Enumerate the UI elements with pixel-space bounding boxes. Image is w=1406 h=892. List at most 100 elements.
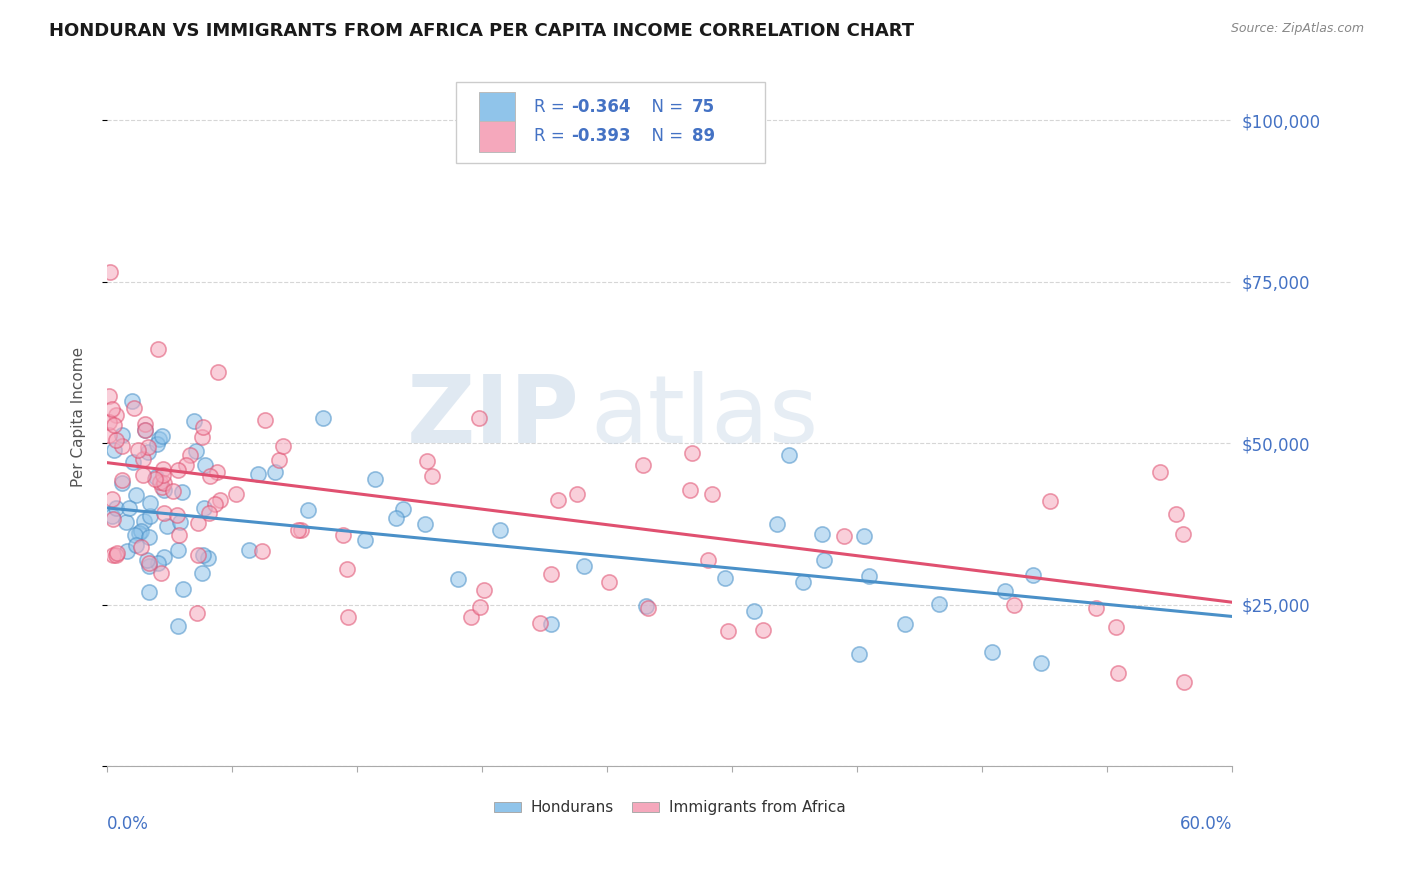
Point bbox=[111, 474, 134, 488]
Point bbox=[1107, 666, 1129, 681]
Point bbox=[128, 525, 150, 540]
Point bbox=[980, 644, 1002, 658]
Point bbox=[420, 468, 443, 483]
FancyBboxPatch shape bbox=[479, 92, 516, 122]
Point bbox=[138, 559, 160, 574]
Point bbox=[832, 529, 855, 543]
Text: Source: ZipAtlas.com: Source: ZipAtlas.com bbox=[1230, 22, 1364, 36]
FancyBboxPatch shape bbox=[479, 120, 516, 152]
Point bbox=[100, 265, 122, 279]
Point bbox=[150, 429, 173, 443]
Point bbox=[172, 582, 194, 596]
Point bbox=[101, 512, 124, 526]
Point bbox=[1173, 527, 1195, 541]
Point bbox=[269, 453, 291, 467]
Point bbox=[105, 549, 128, 563]
Text: 75: 75 bbox=[692, 98, 716, 116]
Point bbox=[198, 506, 221, 520]
Point bbox=[167, 618, 190, 632]
Point bbox=[134, 423, 156, 437]
Point bbox=[813, 553, 835, 567]
Point bbox=[204, 497, 226, 511]
Point bbox=[209, 493, 232, 508]
Point bbox=[143, 472, 166, 486]
Point bbox=[1105, 620, 1128, 634]
Point bbox=[852, 529, 875, 543]
Point bbox=[225, 487, 247, 501]
Point bbox=[1002, 598, 1025, 612]
Point bbox=[167, 543, 190, 558]
Point bbox=[792, 574, 814, 589]
Point bbox=[194, 458, 217, 472]
Point bbox=[138, 440, 160, 454]
Point bbox=[470, 600, 492, 615]
Point bbox=[700, 487, 723, 501]
Point bbox=[167, 462, 190, 476]
Point bbox=[103, 418, 125, 433]
Point bbox=[252, 544, 274, 558]
Point bbox=[191, 430, 214, 444]
Point bbox=[139, 508, 162, 523]
Text: R =: R = bbox=[534, 128, 571, 145]
Point bbox=[238, 543, 260, 558]
Point bbox=[125, 488, 148, 502]
Point bbox=[540, 616, 562, 631]
Point bbox=[193, 419, 215, 434]
Point bbox=[416, 454, 439, 468]
Point bbox=[145, 469, 167, 483]
Point bbox=[156, 518, 179, 533]
Point bbox=[332, 528, 354, 542]
Point bbox=[153, 483, 176, 497]
Point bbox=[205, 465, 228, 479]
Point bbox=[848, 647, 870, 661]
Point bbox=[186, 444, 208, 458]
Point bbox=[681, 446, 703, 460]
Point bbox=[193, 548, 215, 562]
Point bbox=[1038, 493, 1060, 508]
Point bbox=[636, 599, 658, 613]
Point bbox=[104, 408, 127, 422]
Text: 89: 89 bbox=[692, 128, 716, 145]
Point bbox=[152, 467, 174, 482]
Text: ZIP: ZIP bbox=[406, 371, 579, 464]
Point bbox=[894, 617, 917, 632]
Point bbox=[1149, 465, 1171, 479]
Point bbox=[253, 413, 276, 427]
Point bbox=[174, 458, 197, 472]
Point bbox=[105, 546, 128, 560]
Point bbox=[103, 442, 125, 457]
Point bbox=[540, 566, 562, 581]
Point bbox=[547, 493, 569, 508]
Point bbox=[193, 500, 215, 515]
Point bbox=[150, 480, 173, 494]
Point bbox=[717, 624, 740, 639]
Point bbox=[100, 509, 122, 524]
Point bbox=[101, 548, 124, 562]
Point bbox=[152, 462, 174, 476]
Point bbox=[468, 410, 491, 425]
Point bbox=[115, 515, 138, 529]
Point bbox=[287, 524, 309, 538]
Point bbox=[183, 414, 205, 428]
Point bbox=[598, 574, 620, 589]
Point bbox=[994, 584, 1017, 599]
Point bbox=[98, 427, 121, 442]
Point bbox=[121, 394, 143, 409]
Point bbox=[111, 475, 134, 490]
Point bbox=[1031, 656, 1053, 670]
Text: atlas: atlas bbox=[591, 371, 818, 464]
Point bbox=[447, 572, 470, 586]
Point bbox=[489, 523, 512, 537]
Point bbox=[104, 434, 127, 448]
Text: -0.393: -0.393 bbox=[572, 128, 631, 145]
Point bbox=[778, 448, 800, 462]
Point bbox=[100, 402, 122, 417]
Point bbox=[166, 508, 188, 523]
Point bbox=[138, 530, 160, 544]
Point bbox=[312, 410, 335, 425]
Point bbox=[169, 515, 191, 529]
Point bbox=[637, 601, 659, 615]
Point bbox=[1166, 508, 1188, 522]
Point bbox=[127, 443, 149, 458]
Text: 60.0%: 60.0% bbox=[1180, 815, 1232, 833]
